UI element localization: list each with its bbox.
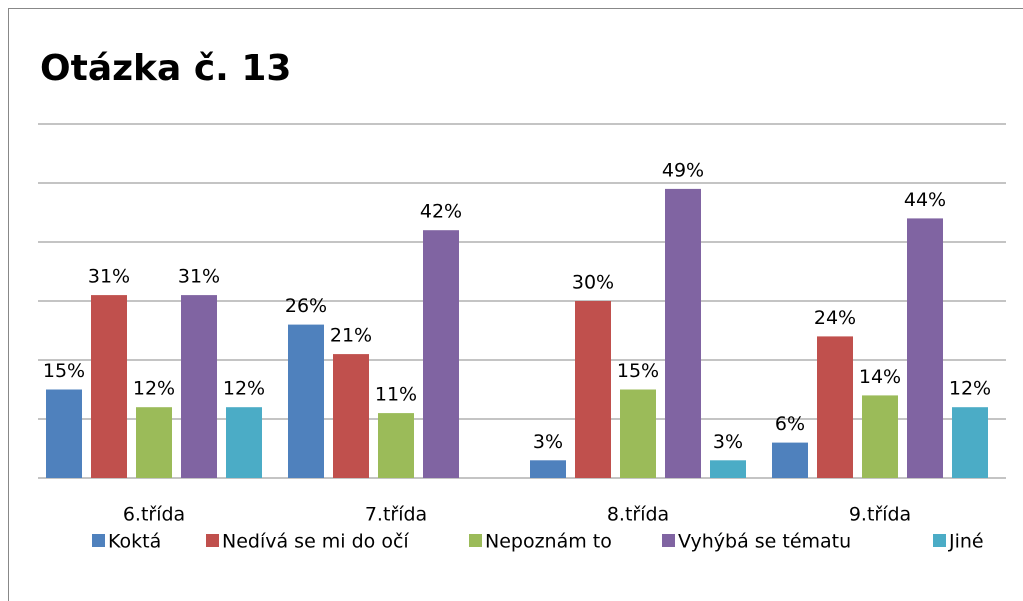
data-label: 12% [223,378,265,400]
x-tick-label: 7.třída [365,504,427,526]
bar [907,218,943,478]
bar [862,395,898,478]
x-tick-label: 6.třída [123,504,185,526]
bar [710,460,746,478]
bar [226,407,262,478]
data-label: 14% [859,366,901,388]
data-label: 31% [178,266,220,288]
legend-swatch [933,534,946,547]
data-label: 12% [133,378,175,400]
bar [952,407,988,478]
bar [575,301,611,478]
data-label: 11% [375,384,417,406]
data-label: 3% [713,431,743,453]
data-label: 26% [285,295,327,317]
legend-swatch [206,534,219,547]
bar [423,230,459,478]
data-label: 24% [814,307,856,329]
legend-swatch [662,534,675,547]
data-label: 30% [572,272,614,294]
legend-swatch [469,534,482,547]
data-label: 31% [88,266,130,288]
data-label: 12% [949,378,991,400]
bar [530,460,566,478]
bar [620,389,656,478]
data-label: 6% [775,413,805,435]
data-label: 44% [904,189,946,211]
bar [665,188,701,478]
bar [181,295,217,478]
bar [333,354,369,478]
legend-swatch [92,534,105,547]
legend-label: Nedívá se mi do očí [222,531,409,553]
data-label: 15% [43,360,85,382]
chart-title: Otázka č. 13 [40,48,291,89]
bar [136,407,172,478]
x-tick-label: 8.třída [607,504,669,526]
data-label: 42% [420,201,462,223]
bar [817,336,853,478]
data-label: 49% [662,159,704,181]
legend-label: Jiné [948,531,984,553]
bar [378,413,414,478]
legend-label: Vyhýbá se tématu [678,531,851,553]
x-tick-label: 9.třída [849,504,911,526]
data-label: 3% [533,431,563,453]
data-label: 15% [617,360,659,382]
legend-label: Nepoznám to [485,531,612,553]
bar [46,389,82,478]
bar [772,442,808,478]
chart-border [8,8,1023,601]
legend-label: Koktá [108,531,161,553]
bar [288,324,324,478]
bar [91,295,127,478]
data-label: 21% [330,325,372,347]
